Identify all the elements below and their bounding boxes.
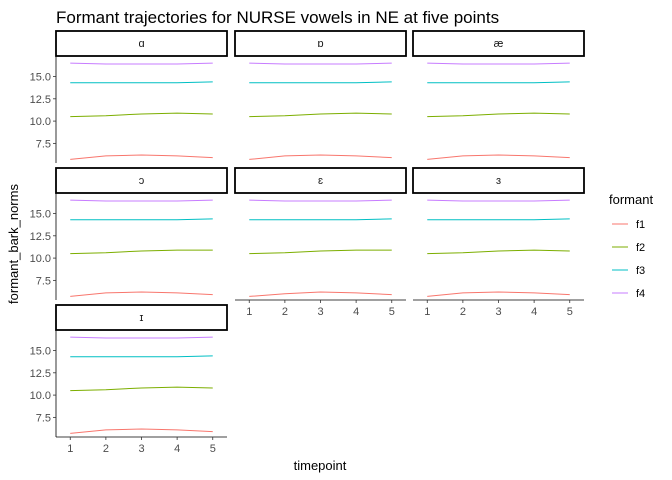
series-line-f1	[70, 154, 213, 160]
x-tick-label: 3	[317, 306, 323, 318]
x-tick-label: 3	[495, 306, 501, 318]
x-tick-label: 2	[103, 443, 109, 455]
x-tick-label: 5	[389, 306, 395, 318]
facet-strip	[234, 30, 407, 57]
series-line-f4	[70, 199, 213, 202]
legend-label-f4: f4	[636, 288, 645, 300]
series-line-f2	[70, 112, 213, 118]
facet-strip-label: ɒ	[317, 38, 323, 50]
series-line-f3	[427, 218, 570, 221]
x-tick-label: 2	[282, 306, 288, 318]
x-tick-label: 4	[174, 443, 180, 455]
legend-title: formant	[609, 192, 653, 207]
y-tick-label: 7.5	[36, 412, 51, 424]
y-axis-title: formant_bark_norms	[6, 184, 21, 304]
facet-panel: ɔ 7.5 10.0 12.5 15.0	[30, 167, 228, 300]
series-line-f3	[427, 81, 570, 84]
x-tick-label: 2	[460, 306, 466, 318]
facet-strip	[234, 167, 407, 194]
x-axis-title: timepoint	[294, 458, 347, 473]
facet-panel: ɑ 7.5 10.0 12.5 15.0	[30, 30, 228, 163]
series-line-f3	[70, 218, 213, 221]
y-tick-label: 7.5	[36, 275, 51, 287]
series-line-f2	[427, 249, 570, 255]
series-line-f4	[249, 62, 392, 65]
x-tick-label: 5	[567, 306, 573, 318]
y-tick-label: 7.5	[36, 138, 51, 150]
facet-strip	[55, 30, 228, 57]
legend-label-f3: f3	[636, 265, 645, 277]
x-tick-label: 4	[531, 306, 537, 318]
series-line-f1	[249, 154, 392, 160]
series-line-f4	[70, 62, 213, 65]
series-line-f1	[427, 291, 570, 297]
y-tick-label: 15.0	[30, 346, 51, 358]
series-line-f1	[427, 154, 570, 160]
series-line-f3	[249, 81, 392, 84]
y-tick-label: 15.0	[30, 209, 51, 221]
x-tick-label: 5	[210, 443, 216, 455]
series-line-f4	[427, 199, 570, 202]
y-tick-label: 15.0	[30, 72, 51, 84]
series-line-f4	[249, 199, 392, 202]
y-tick-label: 10.0	[30, 253, 51, 265]
facet-strip-label: ɑ	[138, 38, 144, 50]
x-tick-label: 1	[424, 306, 430, 318]
y-tick-label: 10.0	[30, 116, 51, 128]
facet-strip-label: æ	[494, 38, 504, 50]
legend: formant f1 f2 f3 f4	[609, 192, 653, 300]
facet-strip-label: ɛ	[318, 175, 323, 187]
y-tick-label: 12.5	[30, 368, 51, 380]
y-tick-label: 12.5	[30, 94, 51, 106]
facet-panel: ɒ	[234, 30, 407, 160]
series-line-f3	[70, 355, 213, 358]
facet-panel: ɪ 7.5 10.0 12.5 15.0 1 2 3 4 5	[30, 304, 228, 455]
x-tick-label: 3	[138, 443, 144, 455]
legend-label-f2: f2	[636, 242, 645, 254]
series-line-f1	[70, 291, 213, 297]
legend-label-f1: f1	[636, 219, 645, 231]
series-line-f4	[70, 336, 213, 339]
series-line-f2	[427, 112, 570, 118]
series-line-f2	[249, 249, 392, 255]
facet-panels: ɑ 7.5 10.0 12.5 15.0 ɒ æ ɔ 7.5 10.0 12.5 15.0 ɛ 1 2 3 4 5…	[30, 30, 585, 455]
facet-strip	[412, 167, 585, 194]
x-tick-label: 4	[353, 306, 359, 318]
facet-strip	[412, 30, 585, 57]
series-line-f1	[249, 291, 392, 297]
y-tick-label: 12.5	[30, 231, 51, 243]
x-tick-label: 1	[246, 306, 252, 318]
series-line-f2	[70, 386, 213, 392]
facet-panel: æ	[412, 30, 585, 160]
series-line-f2	[249, 112, 392, 118]
series-line-f2	[70, 249, 213, 255]
series-line-f1	[70, 428, 213, 434]
facet-strip-label: ɔ	[139, 175, 145, 187]
facet-panel: ɛ 1 2 3 4 5	[234, 167, 407, 318]
series-line-f3	[70, 81, 213, 84]
facet-strip	[55, 304, 228, 331]
x-tick-label: 1	[67, 443, 73, 455]
facet-panel: ɜ 1 2 3 4 5	[412, 167, 585, 318]
series-line-f3	[249, 218, 392, 221]
y-tick-label: 10.0	[30, 390, 51, 402]
chart-title: Formant trajectories for NURSE vowels in…	[56, 8, 499, 27]
facet-strip	[55, 167, 228, 194]
facet-strip-label: ɜ	[496, 175, 501, 187]
facet-strip-label: ɪ	[140, 312, 144, 324]
series-line-f4	[427, 62, 570, 65]
